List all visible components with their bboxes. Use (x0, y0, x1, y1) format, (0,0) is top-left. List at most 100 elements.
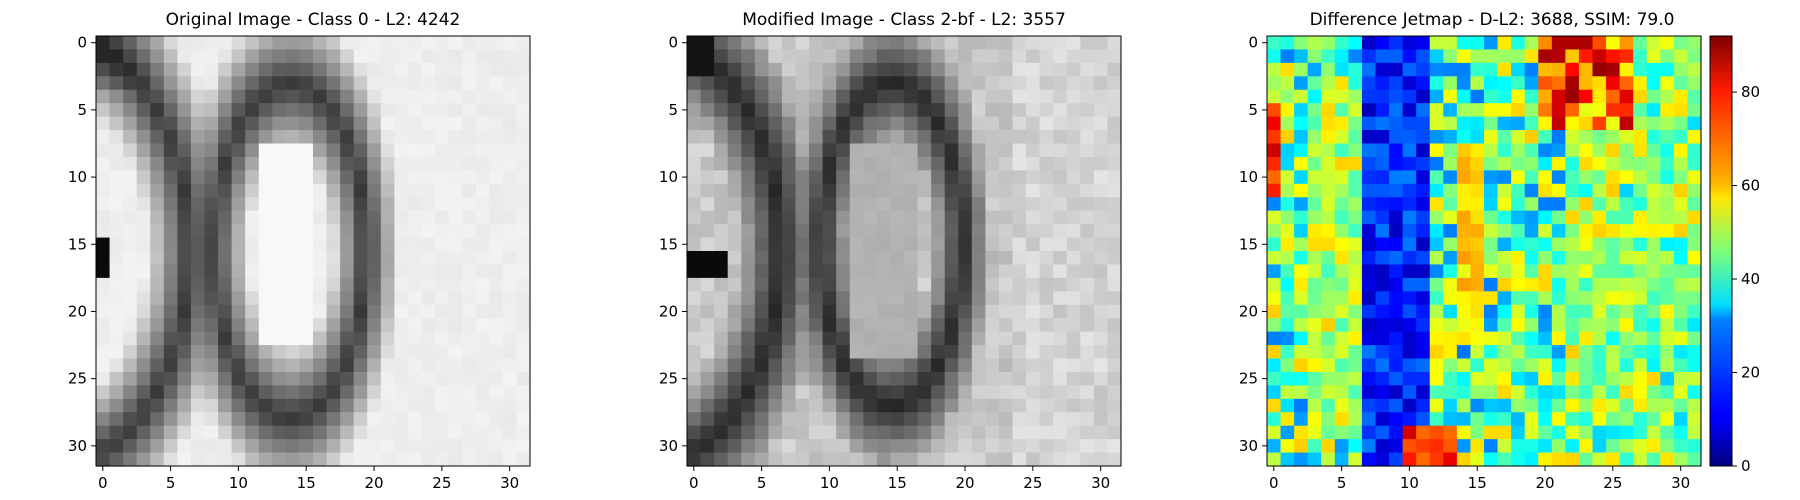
difference-jetmap-pixel (1687, 210, 1702, 225)
modified-image-pixel (700, 291, 715, 306)
modified-image-pixel (944, 170, 959, 185)
modified-image-pixel (944, 89, 959, 104)
difference-jetmap-pixel (1511, 251, 1526, 266)
difference-jetmap-pixel (1361, 318, 1377, 333)
original-image-pixel (313, 237, 328, 252)
difference-jetmap-pixel (1361, 62, 1377, 77)
modified-image-pixel (1053, 385, 1068, 400)
difference-jetmap-pixel (1687, 62, 1702, 77)
difference-jetmap-pixel (1402, 277, 1417, 292)
modified-image-pixel (849, 156, 864, 171)
original-image-pixel (380, 116, 395, 131)
modified-image-pixel (741, 183, 756, 198)
difference-jetmap-pixel (1524, 143, 1539, 158)
difference-jetmap-pixel (1334, 89, 1349, 104)
original-image-pixel (258, 385, 273, 400)
modified-image-pixel (687, 89, 702, 104)
modified-image-pixel (822, 210, 837, 225)
original-image-pixel (109, 425, 124, 440)
modified-image-pixel (971, 264, 986, 279)
difference-jetmap-title: Difference Jetmap - D-L2: 3688, SSIM: 79… (1310, 10, 1675, 30)
difference-jetmap-pixel (1592, 197, 1607, 212)
difference-jetmap-pixel (1592, 89, 1607, 104)
original-image-pixel (435, 224, 450, 239)
original-image-pixel (353, 452, 368, 467)
original-image-pixel (272, 237, 287, 252)
modified-image-pixel (890, 264, 905, 279)
modified-image-pixel (836, 116, 851, 131)
modified-image-pixel (971, 143, 986, 158)
difference-jetmap-pixel (1402, 331, 1417, 346)
difference-jetmap-pixel (1402, 210, 1417, 225)
difference-jetmap-pixel (1606, 331, 1621, 346)
modified-image-pixel (836, 103, 851, 118)
modified-image-pixel (727, 197, 742, 212)
original-image-pixel (299, 76, 314, 91)
modified-image-pixel (727, 103, 742, 118)
modified-image-pixel (795, 385, 810, 400)
modified-image-pixel (836, 237, 851, 252)
modified-image-pixel (741, 76, 756, 91)
original-image-pixel (299, 345, 314, 360)
difference-jetmap-pixel (1429, 197, 1444, 212)
original-image-pixel (204, 76, 219, 91)
difference-jetmap-pixel (1673, 237, 1689, 252)
original-image-pixel (150, 412, 165, 427)
modified-image-pixel (958, 89, 973, 104)
original-image-panel: Original Image - Class 0 - L2: 4242 0 5 10… (68, 10, 531, 492)
difference-jetmap-pixel (1687, 318, 1702, 333)
original-image-pixel (150, 116, 165, 131)
difference-jetmap-pixel (1307, 210, 1322, 225)
modified-image-pixel (971, 89, 986, 104)
original-image-pixel (204, 331, 219, 346)
modified-image-pixel (795, 130, 810, 145)
modified-image-pixel (863, 156, 878, 171)
modified-image-pixel (917, 331, 932, 346)
difference-jetmap-pixel (1660, 210, 1675, 225)
difference-jetmap-pixel (1321, 36, 1336, 51)
original-image-pixel (367, 143, 382, 158)
modified-image-pixel (781, 210, 797, 225)
difference-jetmap-pixel (1389, 116, 1404, 131)
original-image-pixel (475, 345, 490, 360)
original-image-pixel (313, 345, 328, 360)
difference-jetmap-pixel (1578, 197, 1594, 212)
original-image-pixel (136, 62, 151, 77)
original-image-pixel (163, 304, 178, 319)
original-image-pixel (96, 130, 111, 145)
modified-image-pixel (836, 62, 851, 77)
original-image-pixel (353, 224, 368, 239)
original-image-pixel (394, 130, 409, 145)
difference-jetmap-pixel (1687, 103, 1702, 118)
original-image-pixel (353, 318, 368, 333)
difference-jetmap-pixel (1592, 371, 1607, 386)
original-image-pixel (285, 291, 301, 306)
original-image-pixel (258, 345, 273, 360)
modified-image-pixel (944, 345, 959, 360)
difference-jetmap-pixel (1456, 385, 1472, 400)
original-image-pixel (177, 116, 192, 131)
modified-image-pixel (822, 452, 837, 467)
modified-image-pixel (1053, 358, 1068, 373)
difference-jetmap-pixel (1416, 358, 1431, 373)
original-image-pixel (258, 277, 273, 292)
original-image-pixel (462, 398, 477, 413)
difference-jetmap-pixel (1280, 170, 1295, 185)
modified-image-pixel (768, 277, 783, 292)
difference-jetmap-pixel (1497, 130, 1512, 145)
difference-jetmap-pixel (1538, 130, 1553, 145)
modified-image-pixel (849, 170, 864, 185)
original-image-pixel (299, 452, 314, 467)
modified-image-pixel (727, 439, 742, 454)
original-image-pixel (218, 210, 233, 225)
difference-jetmap-pixel (1673, 385, 1689, 400)
difference-jetmap-pixel (1646, 251, 1661, 266)
modified-image-pixel (700, 89, 715, 104)
difference-jetmap-pixel (1402, 425, 1417, 440)
modified-image-pixel (985, 251, 1000, 266)
modified-image-pixel (890, 156, 905, 171)
original-image-pixel (177, 452, 192, 467)
modified-image-pixel (687, 331, 702, 346)
difference-jetmap-pixel (1416, 170, 1431, 185)
